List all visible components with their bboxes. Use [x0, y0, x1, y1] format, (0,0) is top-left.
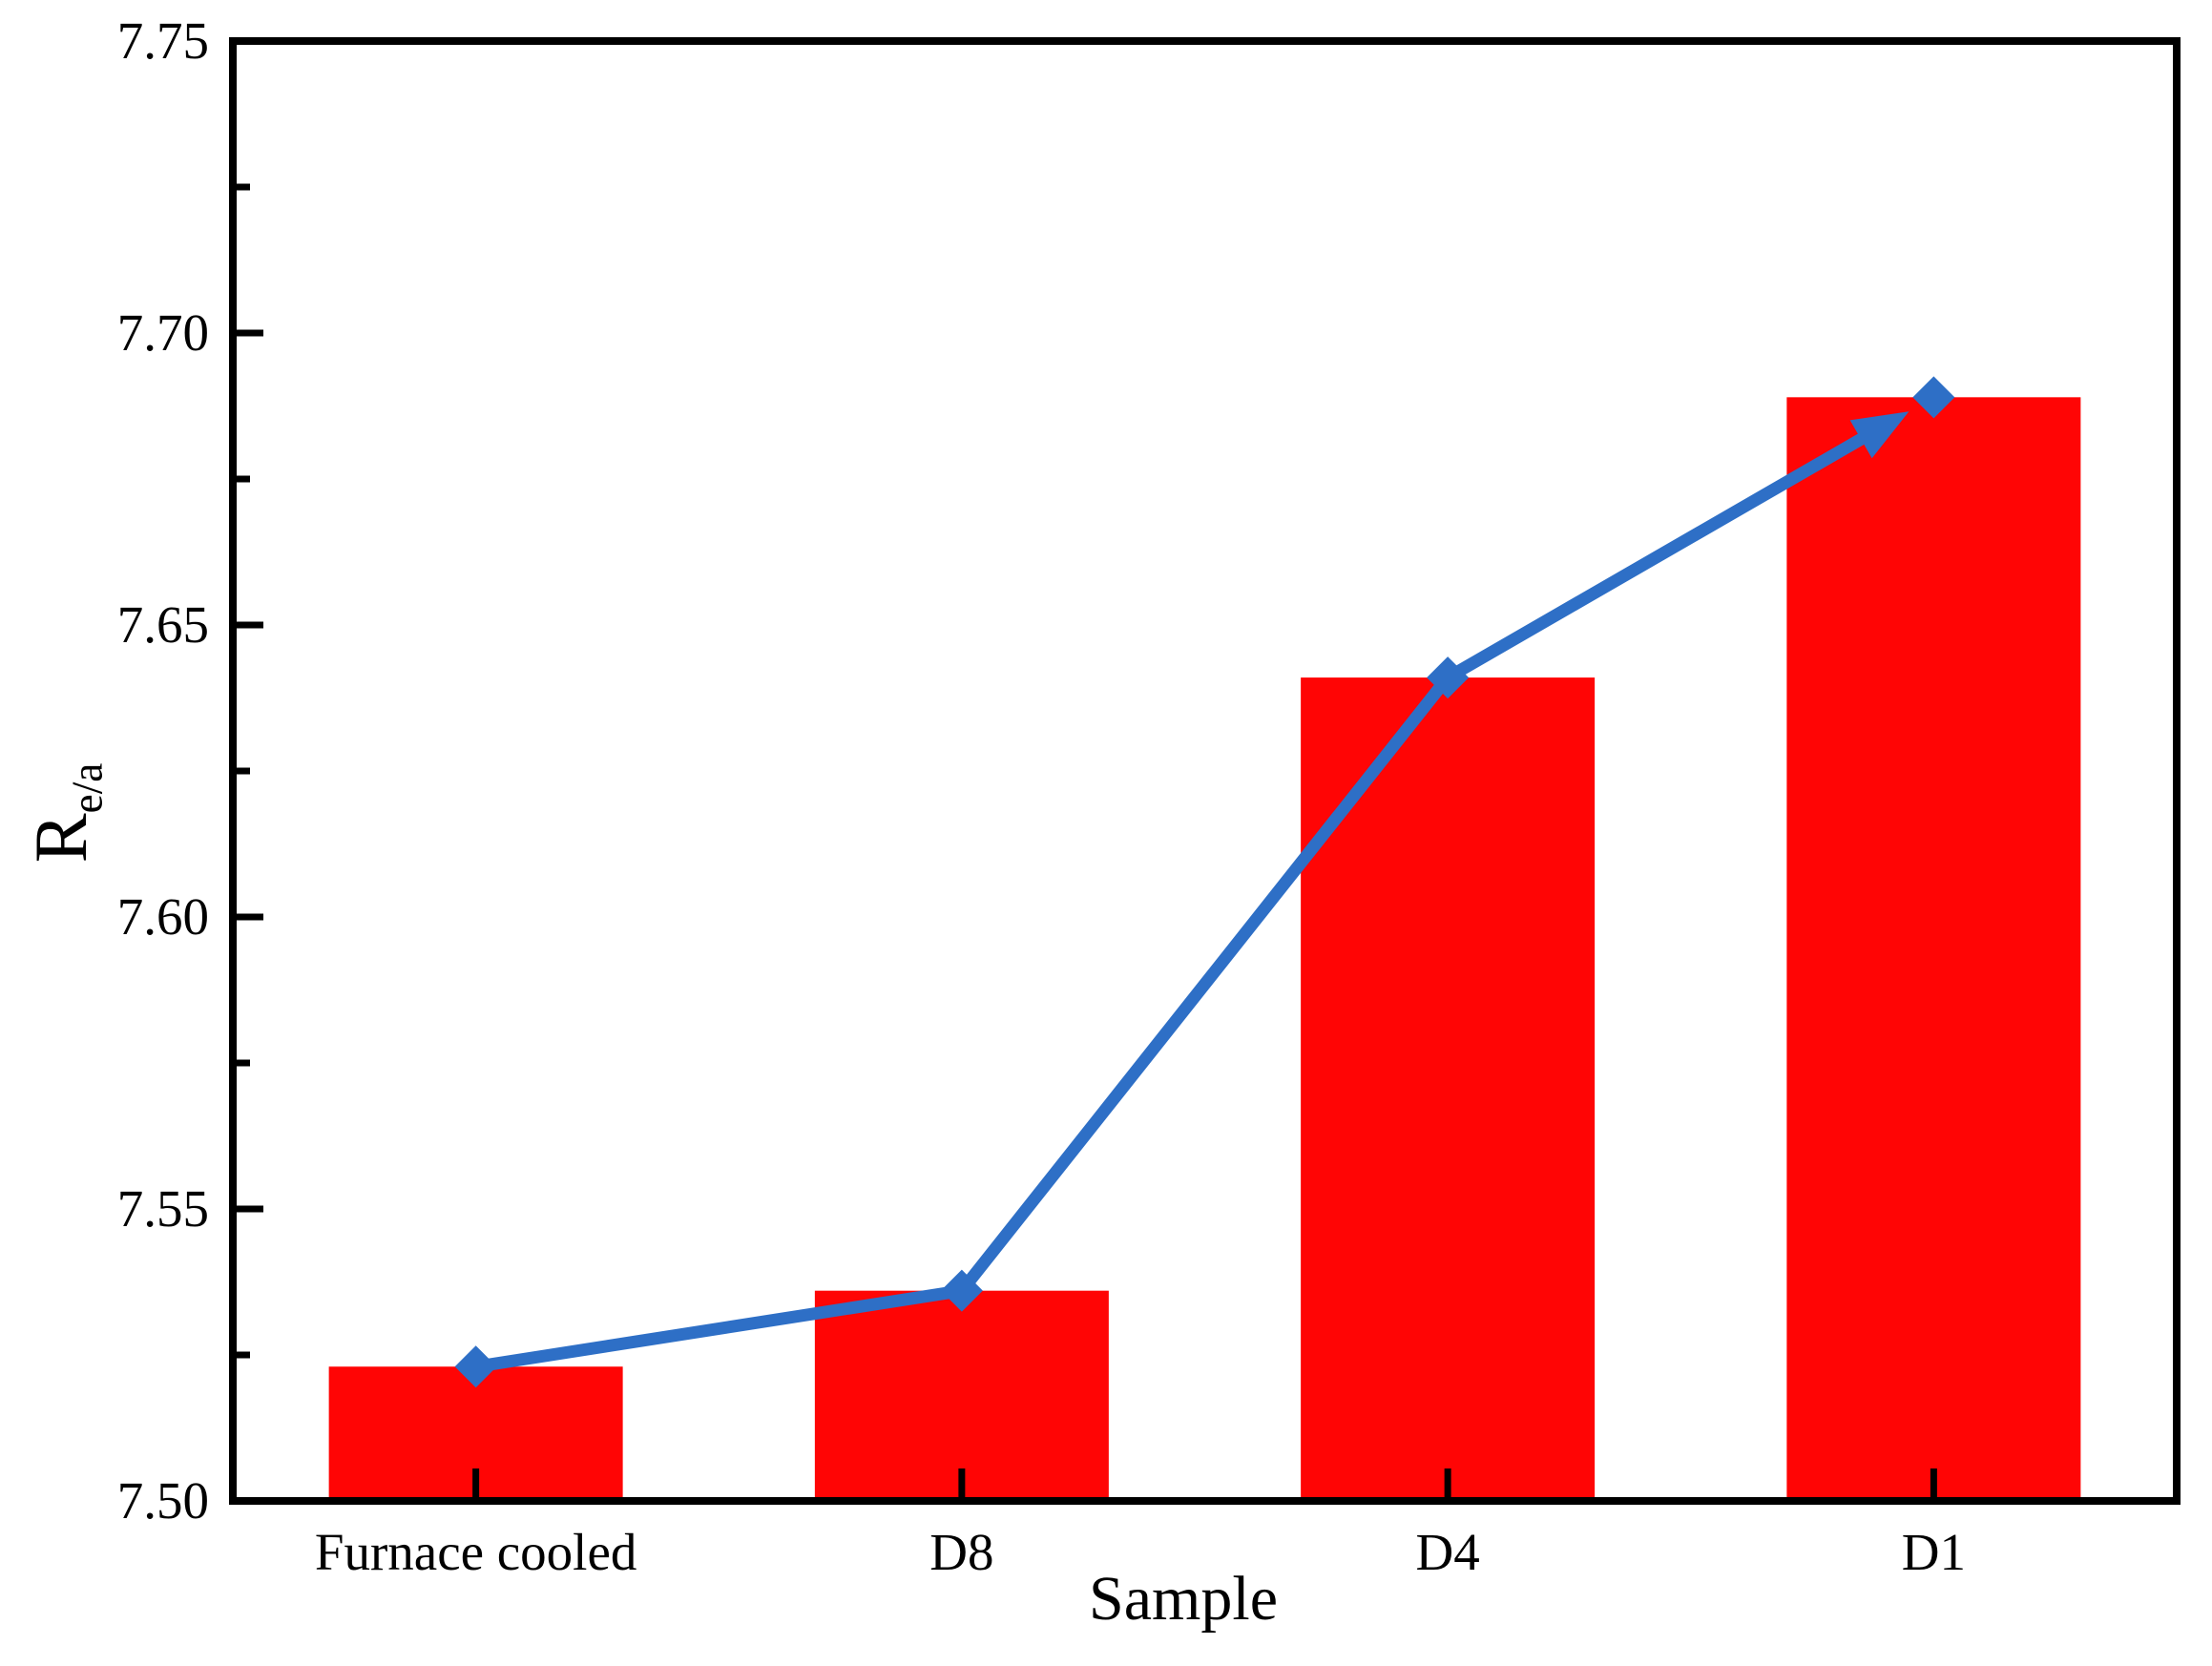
bar-d8	[814, 1290, 1109, 1501]
plot-frame	[229, 37, 2181, 1505]
y-tick-label: 7.60	[116, 887, 209, 946]
x-tick-label-furnace-cooled: Furnace cooled	[314, 1523, 637, 1581]
diamond-marker-d1	[1912, 376, 1955, 419]
y-axis-title-subscript: e/a	[63, 762, 112, 814]
diamond-marker-furnace-cooled	[454, 1345, 497, 1388]
x-tick-label-d4: D4	[1415, 1523, 1480, 1581]
y-axis-title-main: R	[19, 813, 102, 864]
y-tick-label: 7.65	[116, 595, 209, 654]
x-axis-title: Sample	[1089, 1564, 1278, 1634]
y-tick-label: 7.70	[116, 303, 209, 362]
diamond-marker-d8	[940, 1269, 983, 1312]
x-tick-label-d8: D8	[929, 1523, 994, 1581]
y-tick-label: 7.75	[116, 11, 209, 70]
y-axis-title: Re/a	[19, 763, 112, 864]
line-arrowhead	[1849, 411, 1909, 459]
trend-line	[470, 432, 1868, 1373]
y-tick-label: 7.50	[116, 1471, 209, 1530]
x-tick-label-d1: D1	[1901, 1523, 1966, 1581]
bar-d4	[1301, 677, 1596, 1501]
diamond-marker-d4	[1427, 656, 1470, 699]
y-tick-label: 7.55	[116, 1179, 209, 1238]
bar-d1	[1786, 397, 2081, 1501]
